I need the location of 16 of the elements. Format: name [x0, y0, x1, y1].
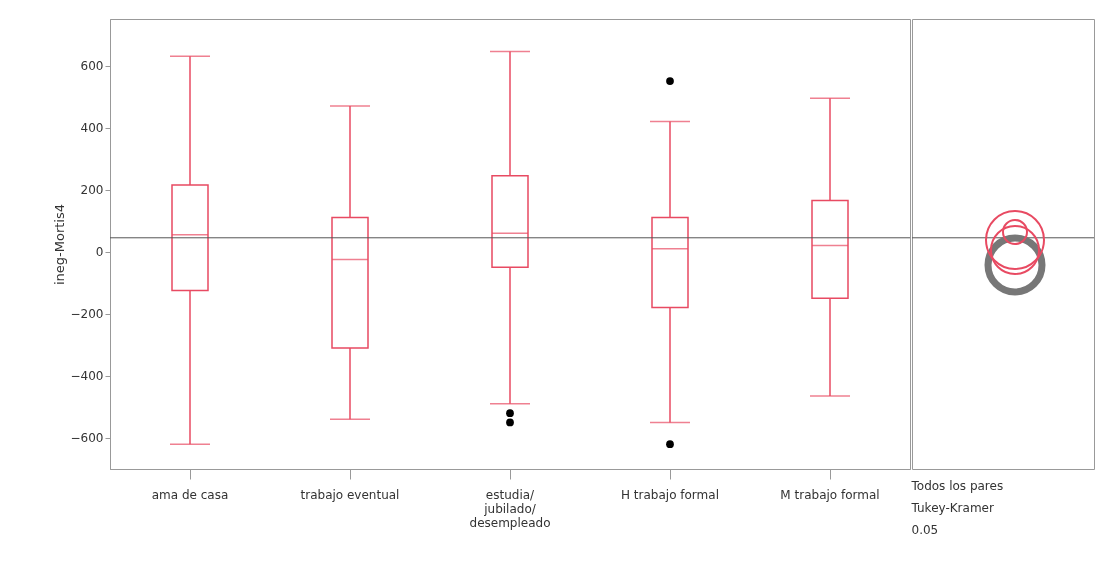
y-tick-label: 200	[80, 183, 104, 198]
y-tick-label: −400	[70, 369, 104, 384]
text: 0.05	[911, 523, 939, 537]
x-tick-label: M trabajo formal	[780, 487, 880, 502]
x-tick-label: H trabajo formal	[621, 487, 719, 502]
y-tick-label: 600	[80, 59, 104, 74]
x-tick-label: estudia/ jubilado/ desempleado	[469, 487, 551, 530]
text: Todos los pares	[910, 479, 1004, 493]
x-tick-label: ama de casa	[151, 487, 229, 502]
y-tick-label: −600	[70, 431, 104, 446]
y-axis-title: ineg-Mortis4	[51, 203, 67, 286]
y-tick-label: 400	[80, 121, 104, 136]
x-tick-label: trabajo eventual	[300, 487, 400, 502]
y-tick-label: 0	[95, 245, 104, 260]
text: Tukey-Kramer	[910, 501, 994, 515]
y-tick-label: −200	[70, 307, 104, 322]
